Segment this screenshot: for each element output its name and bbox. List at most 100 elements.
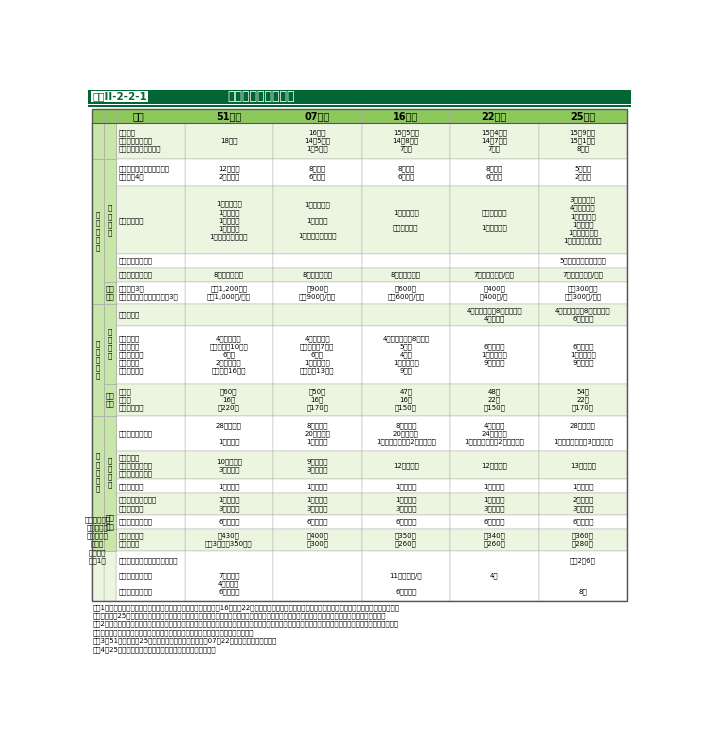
Bar xyxy=(273,480,362,493)
Bar xyxy=(184,187,273,255)
Text: 48隻
22隻
約150機: 48隻 22隻 約150機 xyxy=(483,389,505,411)
Bar xyxy=(116,282,184,304)
Bar xyxy=(362,304,450,326)
Bar xyxy=(273,326,362,384)
Bar xyxy=(116,416,184,452)
Bar xyxy=(92,159,104,187)
Bar xyxy=(538,282,627,304)
Bar xyxy=(116,187,184,255)
Bar xyxy=(273,384,362,416)
Bar xyxy=(362,282,450,304)
Bar xyxy=(92,515,104,529)
Text: 戦闘機部隊
　要撃戦闘機部隊
　支援戦闘機部隊: 戦闘機部隊 要撃戦闘機部隊 支援戦闘機部隊 xyxy=(118,454,153,477)
Bar xyxy=(116,384,184,416)
Bar xyxy=(184,480,273,493)
Text: 5個地対艦ミサイル連隊: 5個地対艦ミサイル連隊 xyxy=(559,258,606,264)
Bar xyxy=(116,304,184,326)
Bar xyxy=(104,123,116,159)
Bar xyxy=(116,480,184,493)
Text: 1個飛行隊: 1個飛行隊 xyxy=(395,483,416,489)
Bar xyxy=(362,268,450,282)
Bar xyxy=(184,255,273,268)
Text: 護衛艦部隊: 護衛艦部隊 xyxy=(118,312,140,319)
Bar xyxy=(184,268,273,282)
Bar xyxy=(538,304,627,326)
Text: 編成定数
　常備自衛官定員
　即応予備自衛官員数: 編成定数 常備自衛官定員 即応予備自衛官員数 xyxy=(118,130,161,152)
Bar xyxy=(450,304,538,326)
Text: （注4）25大綱においては「地域配備部隊」とされている部隊: （注4）25大綱においては「地域配備部隊」とされている部隊 xyxy=(93,646,216,653)
Bar xyxy=(538,480,627,493)
Bar xyxy=(116,452,184,480)
Bar xyxy=(104,515,116,529)
Bar xyxy=(92,282,104,304)
Text: 6個高射群: 6個高射群 xyxy=(484,519,505,526)
Text: 6個高射群: 6個高射群 xyxy=(218,519,240,526)
Bar xyxy=(450,452,538,480)
Text: 航空警戒管制部隊: 航空警戒管制部隊 xyxy=(118,430,153,437)
Bar xyxy=(92,493,104,515)
Bar xyxy=(92,416,104,452)
Text: 約400機
約300機: 約400機 約300機 xyxy=(306,532,328,547)
Text: 22大綱: 22大綱 xyxy=(482,111,507,120)
Text: 4個警戒群
24個警戒隊
1個警戒航空隊（2個飛行隊）: 4個警戒群 24個警戒隊 1個警戒航空隊（2個飛行隊） xyxy=(464,422,524,445)
Text: 1個飛行隊
3個飛行隊: 1個飛行隊 3個飛行隊 xyxy=(218,497,240,511)
Bar xyxy=(184,493,273,515)
Bar xyxy=(184,159,273,187)
Bar xyxy=(450,326,538,384)
Bar xyxy=(362,452,450,480)
Bar xyxy=(184,416,273,452)
Text: 12個師団
2個混成団: 12個師団 2個混成団 xyxy=(218,165,240,180)
Bar xyxy=(104,123,116,159)
Bar xyxy=(184,384,273,416)
Bar xyxy=(538,123,627,159)
Text: 13個飛行隊: 13個飛行隊 xyxy=(570,462,596,468)
Bar xyxy=(104,304,116,384)
Bar xyxy=(104,282,116,304)
Bar xyxy=(273,304,362,326)
Text: 航
空
自
衛
隊: 航 空 自 衛 隊 xyxy=(95,453,100,492)
Bar xyxy=(92,480,104,493)
Text: 1個飛行隊: 1個飛行隊 xyxy=(306,483,328,489)
Bar xyxy=(538,268,627,282)
Text: 7個高射特科群/連隊: 7個高射特科群/連隊 xyxy=(474,272,515,279)
Bar xyxy=(104,551,116,601)
Bar xyxy=(92,109,627,601)
Bar xyxy=(92,416,104,529)
Text: 16万人
14万5千人
1万5千人: 16万人 14万5千人 1万5千人 xyxy=(304,130,330,152)
Bar xyxy=(362,326,450,384)
Bar xyxy=(104,187,116,255)
Bar xyxy=(538,551,627,601)
Bar xyxy=(184,452,273,480)
Bar xyxy=(450,282,538,304)
Bar xyxy=(104,255,116,268)
Bar xyxy=(92,529,104,551)
Text: 主要
装備: 主要 装備 xyxy=(106,515,114,529)
Bar xyxy=(450,515,538,529)
Text: 4個護衛隊群（8個護衛隊）
4個護衛隊: 4個護衛隊群（8個護衛隊） 4個護衛隊 xyxy=(466,308,522,322)
Bar xyxy=(92,304,104,416)
Bar xyxy=(184,304,273,326)
Text: 16大綱: 16大綱 xyxy=(393,111,418,120)
Bar xyxy=(362,384,450,416)
Bar xyxy=(104,452,116,480)
Bar xyxy=(184,282,273,304)
Text: 15万5千人
14万8千人
7千人: 15万5千人 14万8千人 7千人 xyxy=(393,130,418,152)
Bar xyxy=(450,268,538,282)
Text: 防衛大綱別表の変遷: 防衛大綱別表の変遷 xyxy=(227,90,294,103)
Bar xyxy=(104,159,116,187)
Text: 空中給油・輸送部隊
航空輸送部隊: 空中給油・輸送部隊 航空輸送部隊 xyxy=(118,497,157,511)
Text: 3個機動師団
4個機動旅団
1個機甲師団
1個空挺団
1個水陸機動団
1個ヘリコプター団: 3個機動師団 4個機動旅団 1個機甲師団 1個空挺団 1個水陸機動団 1個ヘリコ… xyxy=(564,197,602,244)
Text: 基
幹
部
隊: 基 幹 部 隊 xyxy=(108,457,112,488)
Text: 約350機
約260機: 約350機 約260機 xyxy=(395,532,416,547)
Bar xyxy=(104,416,116,452)
Bar xyxy=(184,515,273,529)
Text: 28個警戒隊

1個警戒航空隊（3個飛行隊）: 28個警戒隊 1個警戒航空隊（3個飛行隊） xyxy=(553,422,613,444)
Text: 12個飛行隊: 12個飛行隊 xyxy=(482,462,508,468)
Bar xyxy=(450,255,538,268)
Bar xyxy=(88,89,631,104)
Text: 4個護衛隊群
（地方隊）10個隊
6個隊
2個掃海隊群
（陸上）16個隊: 4個護衛隊群 （地方隊）10個隊 6個隊 2個掃海隊群 （陸上）16個隊 xyxy=(210,335,248,374)
Text: 4個護衛隊群
（地方隊）7個隊
6個隊
1個掃海隊群
（陸上）13個隊: 4個護衛隊群 （地方隊）7個隊 6個隊 1個掃海隊群 （陸上）13個隊 xyxy=(300,335,334,374)
Bar xyxy=(538,493,627,515)
Text: （注2）6隻



8隻: （注2）6隻 8隻 xyxy=(570,557,596,595)
Text: 約900両
（約900門/両）: 約900両 （約900門/両） xyxy=(299,285,336,300)
